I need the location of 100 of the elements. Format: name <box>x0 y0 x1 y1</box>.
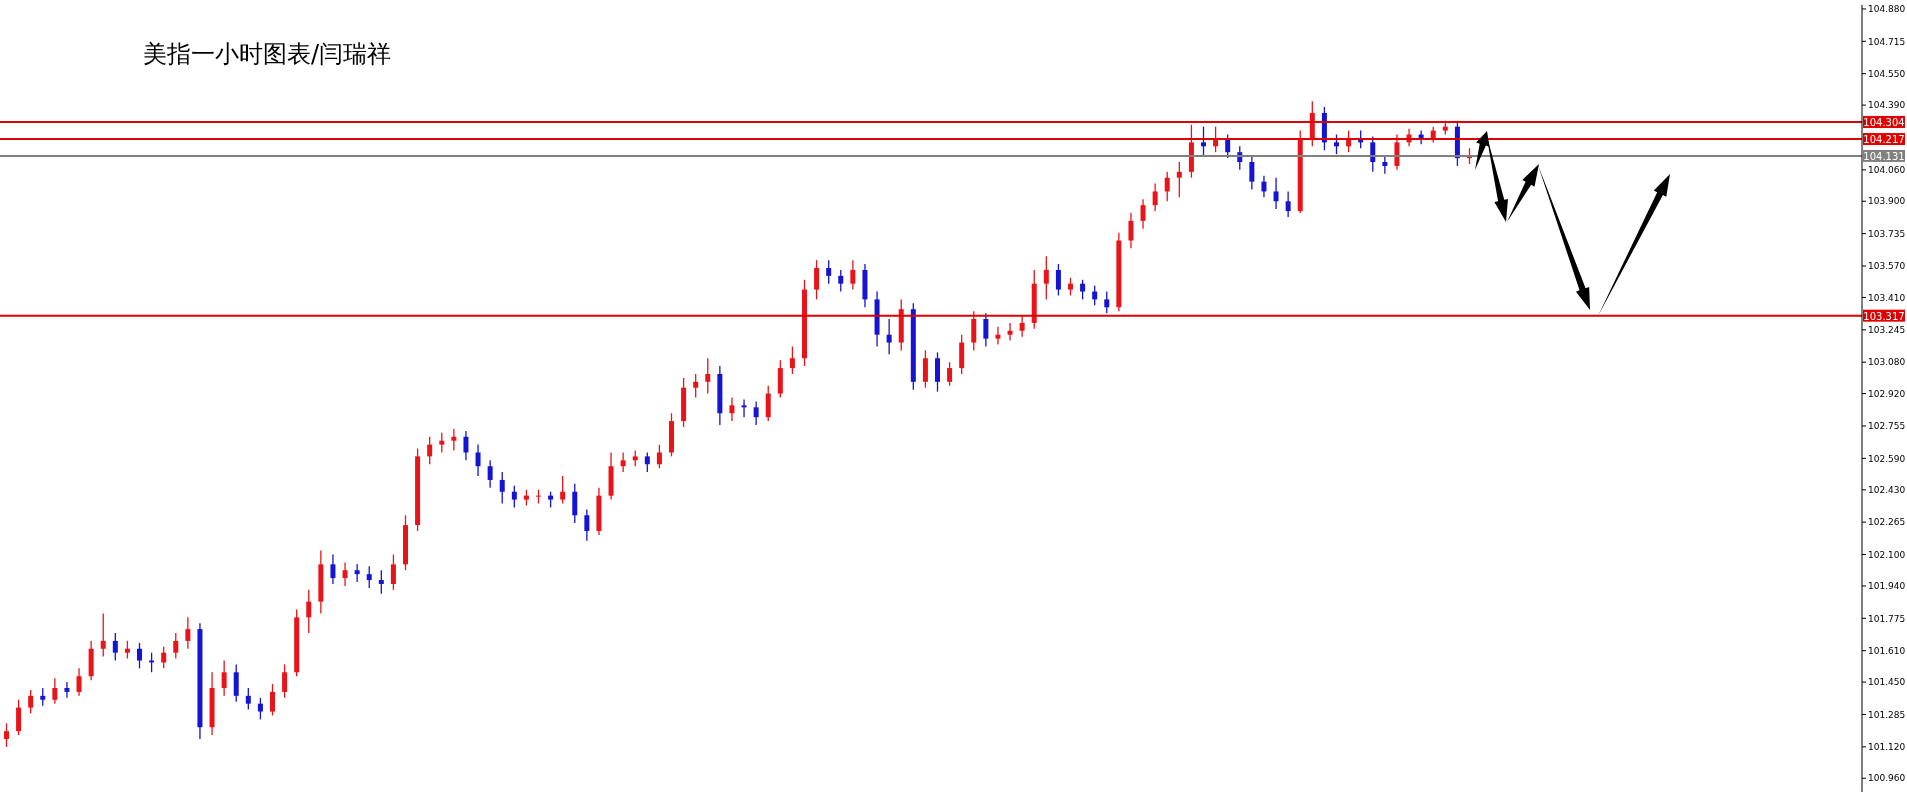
candlestick <box>378 569 384 595</box>
candlestick <box>765 385 771 422</box>
candlestick <box>16 699 22 736</box>
candlestick <box>1334 133 1339 155</box>
y-tick-label: 103.900 <box>1868 196 1906 207</box>
candlestick <box>233 663 239 703</box>
candlestick <box>1152 182 1158 212</box>
candlestick <box>451 428 457 452</box>
candlestick <box>463 430 469 461</box>
candlestick <box>1092 285 1098 306</box>
y-tick-label: 103.245 <box>1868 325 1906 335</box>
y-tick-label: 102.590 <box>1868 453 1906 464</box>
y-tick-label: 101.775 <box>1868 613 1906 624</box>
y-tick-label: 101.610 <box>1868 645 1906 656</box>
candlestick <box>572 483 578 524</box>
candlestick <box>427 436 433 465</box>
candlestick <box>439 432 445 454</box>
candlestick <box>28 689 34 715</box>
candlestick <box>789 345 795 375</box>
y-tick-label: 104.390 <box>1868 100 1906 111</box>
y-tick-label: 102.920 <box>1868 388 1906 399</box>
candlestick <box>475 443 481 477</box>
candlestick <box>1164 171 1170 202</box>
y-tick-label: 101.285 <box>1868 709 1906 720</box>
ref-line-label: 104.217 <box>1863 134 1905 146</box>
candlestick <box>850 259 856 291</box>
candlestick <box>161 646 167 670</box>
ref-line-label: 104.304 <box>1863 116 1905 128</box>
ref-line-label: 103.317 <box>1863 310 1905 322</box>
candlestick <box>366 565 372 589</box>
candlestick <box>4 722 9 748</box>
candlestick <box>729 396 735 422</box>
candlestick <box>1055 263 1061 297</box>
candlestick <box>983 312 989 348</box>
candlestick <box>1249 155 1255 191</box>
candlestick <box>487 459 493 489</box>
y-tick-label: 103.735 <box>1868 228 1906 239</box>
candlestick <box>511 485 517 509</box>
candlestick <box>947 361 953 387</box>
candlestick <box>584 508 590 542</box>
candlestick <box>282 663 288 699</box>
candlestick <box>922 349 928 389</box>
candlestick <box>620 451 626 473</box>
candlestick <box>1128 212 1134 250</box>
candlestick <box>390 553 396 591</box>
y-tick-label: 101.940 <box>1868 581 1906 592</box>
candlestick <box>971 310 977 352</box>
candlestick <box>173 632 179 660</box>
candlestick <box>257 697 263 721</box>
candlestick <box>354 563 360 583</box>
candlestick <box>112 632 118 662</box>
candlestick <box>1285 190 1291 218</box>
candlestick <box>1007 322 1013 342</box>
y-tick-label: 102.265 <box>1868 517 1906 528</box>
y-tick-label: 104.550 <box>1868 68 1906 79</box>
candlestick <box>1273 177 1279 210</box>
y-tick-label: 104.715 <box>1868 36 1906 47</box>
candlestick <box>270 683 275 717</box>
candlestick <box>1382 155 1388 175</box>
y-tick-label: 103.410 <box>1868 292 1906 303</box>
candlestick <box>137 642 142 670</box>
candlestick <box>1201 126 1206 157</box>
candlestick <box>693 373 699 399</box>
candlestick <box>995 326 1001 346</box>
candlestick <box>1394 133 1400 171</box>
y-tick-label: 101.450 <box>1868 677 1906 688</box>
candlestick <box>656 443 662 469</box>
candlestick <box>64 681 70 699</box>
candlestick <box>76 667 82 697</box>
candlestick <box>644 451 650 473</box>
candlestick <box>1176 161 1182 198</box>
candlestick <box>221 659 227 697</box>
candlestick <box>245 687 251 711</box>
y-tick-label: 100.960 <box>1868 773 1906 784</box>
y-tick-label: 103.570 <box>1868 261 1906 272</box>
candlestick <box>1043 255 1049 301</box>
candlestick <box>52 677 58 705</box>
candlestick <box>1019 314 1025 338</box>
candlestick <box>330 553 336 585</box>
candlestick <box>935 351 940 393</box>
y-tick-label: 102.430 <box>1868 484 1906 495</box>
candlestick <box>705 357 711 395</box>
candlestick <box>100 612 106 658</box>
y-tick-label: 104.880 <box>1868 4 1906 15</box>
candlestick <box>1370 135 1376 173</box>
candlestick <box>741 398 747 418</box>
candlestick <box>1104 290 1110 314</box>
y-tick-label: 101.120 <box>1868 742 1906 753</box>
candlestick <box>814 259 820 301</box>
text: 美指一小时图表/闫瑞祥 <box>143 39 392 70</box>
candlestick <box>886 318 892 355</box>
y-tick-label: 104.060 <box>1868 165 1906 176</box>
candlestick <box>826 259 832 285</box>
candlestick <box>306 589 312 634</box>
candlestick <box>1261 175 1267 198</box>
candlestick <box>1080 279 1086 301</box>
candlestick <box>838 269 844 293</box>
y-tick-label: 103.080 <box>1868 357 1906 368</box>
candlestick <box>499 471 505 505</box>
candlestick <box>560 475 566 505</box>
